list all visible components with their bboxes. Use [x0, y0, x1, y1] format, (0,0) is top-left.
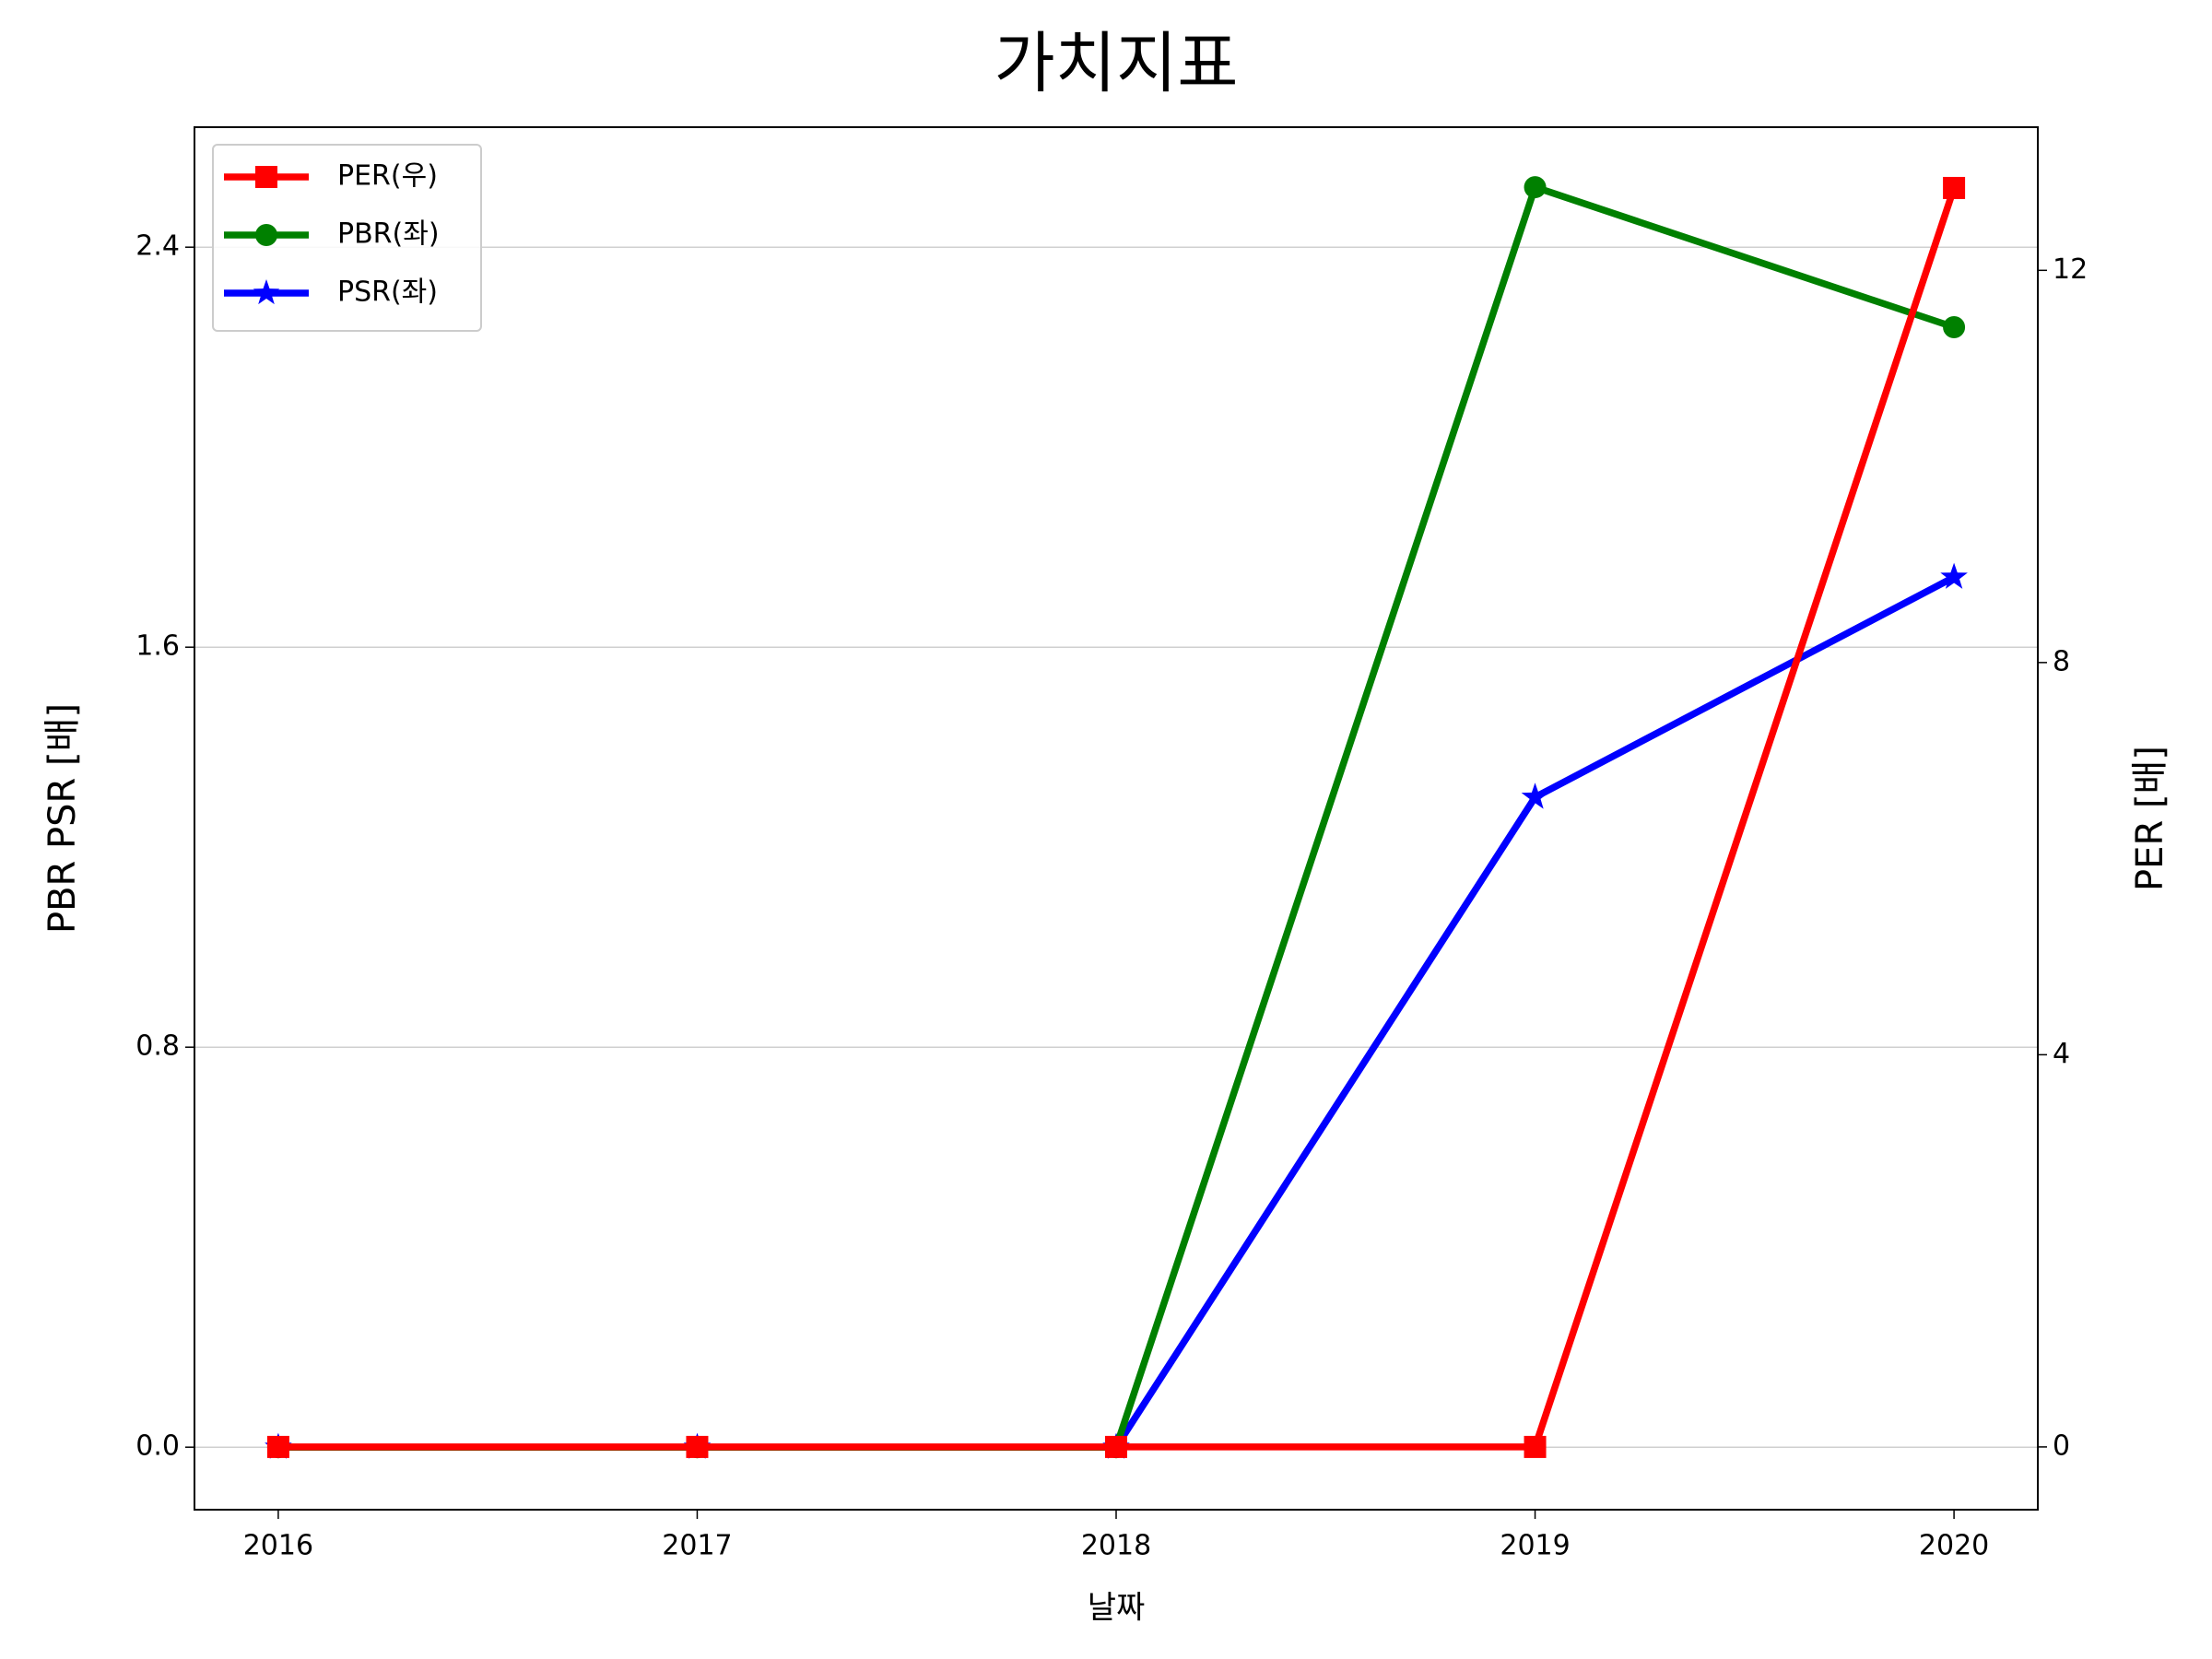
- y2-tick-label: 4: [2053, 1038, 2070, 1070]
- y2-tick-label: 0: [2053, 1430, 2070, 1462]
- legend: PER(우) PBR(좌) PSR(좌): [212, 144, 482, 332]
- x-axis-label: 날짜: [1088, 1590, 1146, 1627]
- y-axis-label: PBR PSR [배]: [41, 703, 84, 934]
- plot-frame: [194, 126, 2039, 1511]
- x-tick-label: 2020: [1919, 1530, 1989, 1562]
- marker: [1943, 315, 1966, 338]
- y2-tick-label: 8: [2053, 645, 2070, 677]
- x-tick-label: 2019: [1500, 1530, 1570, 1562]
- marker: [1524, 1435, 1547, 1458]
- y-tick-label: 2.4: [135, 230, 180, 263]
- chart-title: 가치지표: [994, 25, 1239, 102]
- y-tick-label: 0.8: [135, 1030, 180, 1063]
- legend-label: PER(우): [337, 160, 438, 193]
- marker: [1943, 176, 1966, 199]
- legend-marker: [255, 166, 277, 188]
- marker: [1521, 782, 1549, 809]
- marker: [266, 1435, 289, 1458]
- legend-label: PBR(좌): [337, 218, 440, 251]
- y2-axis-label: PER [배]: [2129, 746, 2171, 891]
- marker: [1105, 1435, 1127, 1458]
- marker: [686, 1435, 709, 1458]
- marker: [1524, 176, 1547, 199]
- x-tick-label: 2018: [1081, 1530, 1151, 1562]
- y2-tick-label: 12: [2053, 253, 2088, 286]
- y-tick-label: 0.0: [135, 1430, 180, 1463]
- legend-label: PSR(좌): [337, 276, 438, 309]
- x-tick-label: 2016: [243, 1530, 313, 1562]
- legend-marker: [255, 224, 277, 246]
- y-tick-label: 1.6: [135, 630, 180, 663]
- x-tick-label: 2017: [662, 1530, 732, 1562]
- legend-box: [212, 144, 482, 332]
- legend-marker: [253, 279, 280, 305]
- marker: [1940, 562, 1968, 589]
